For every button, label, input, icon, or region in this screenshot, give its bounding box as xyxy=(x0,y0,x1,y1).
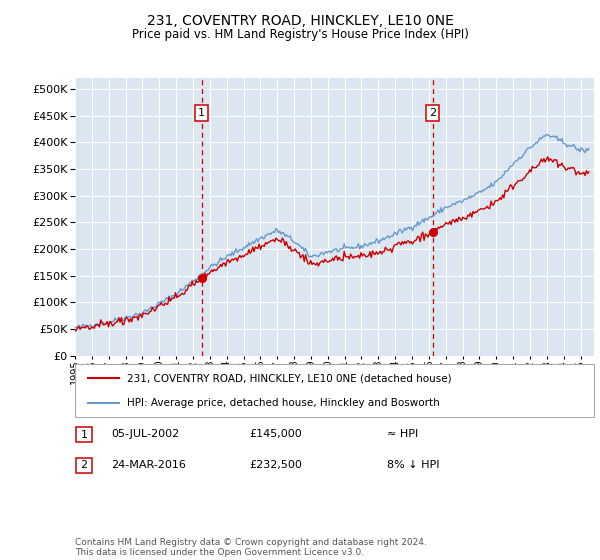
Text: HPI: Average price, detached house, Hinckley and Bosworth: HPI: Average price, detached house, Hinc… xyxy=(127,398,440,408)
FancyBboxPatch shape xyxy=(76,458,92,473)
FancyBboxPatch shape xyxy=(76,427,92,442)
Text: 8% ↓ HPI: 8% ↓ HPI xyxy=(387,460,439,470)
Text: £232,500: £232,500 xyxy=(249,460,302,470)
Text: ≈ HPI: ≈ HPI xyxy=(387,429,418,439)
Text: Price paid vs. HM Land Registry's House Price Index (HPI): Price paid vs. HM Land Registry's House … xyxy=(131,28,469,41)
Text: 05-JUL-2002: 05-JUL-2002 xyxy=(111,429,179,439)
Text: 24-MAR-2016: 24-MAR-2016 xyxy=(111,460,186,470)
Text: 2: 2 xyxy=(429,108,436,118)
Text: 231, COVENTRY ROAD, HINCKLEY, LE10 0NE (detached house): 231, COVENTRY ROAD, HINCKLEY, LE10 0NE (… xyxy=(127,374,452,384)
FancyBboxPatch shape xyxy=(75,364,594,417)
Text: 231, COVENTRY ROAD, HINCKLEY, LE10 0NE: 231, COVENTRY ROAD, HINCKLEY, LE10 0NE xyxy=(146,14,454,28)
Text: 1: 1 xyxy=(198,108,205,118)
Text: Contains HM Land Registry data © Crown copyright and database right 2024.
This d: Contains HM Land Registry data © Crown c… xyxy=(75,538,427,557)
Text: 1: 1 xyxy=(80,430,88,440)
Text: 2: 2 xyxy=(80,460,88,470)
Text: £145,000: £145,000 xyxy=(249,429,302,439)
